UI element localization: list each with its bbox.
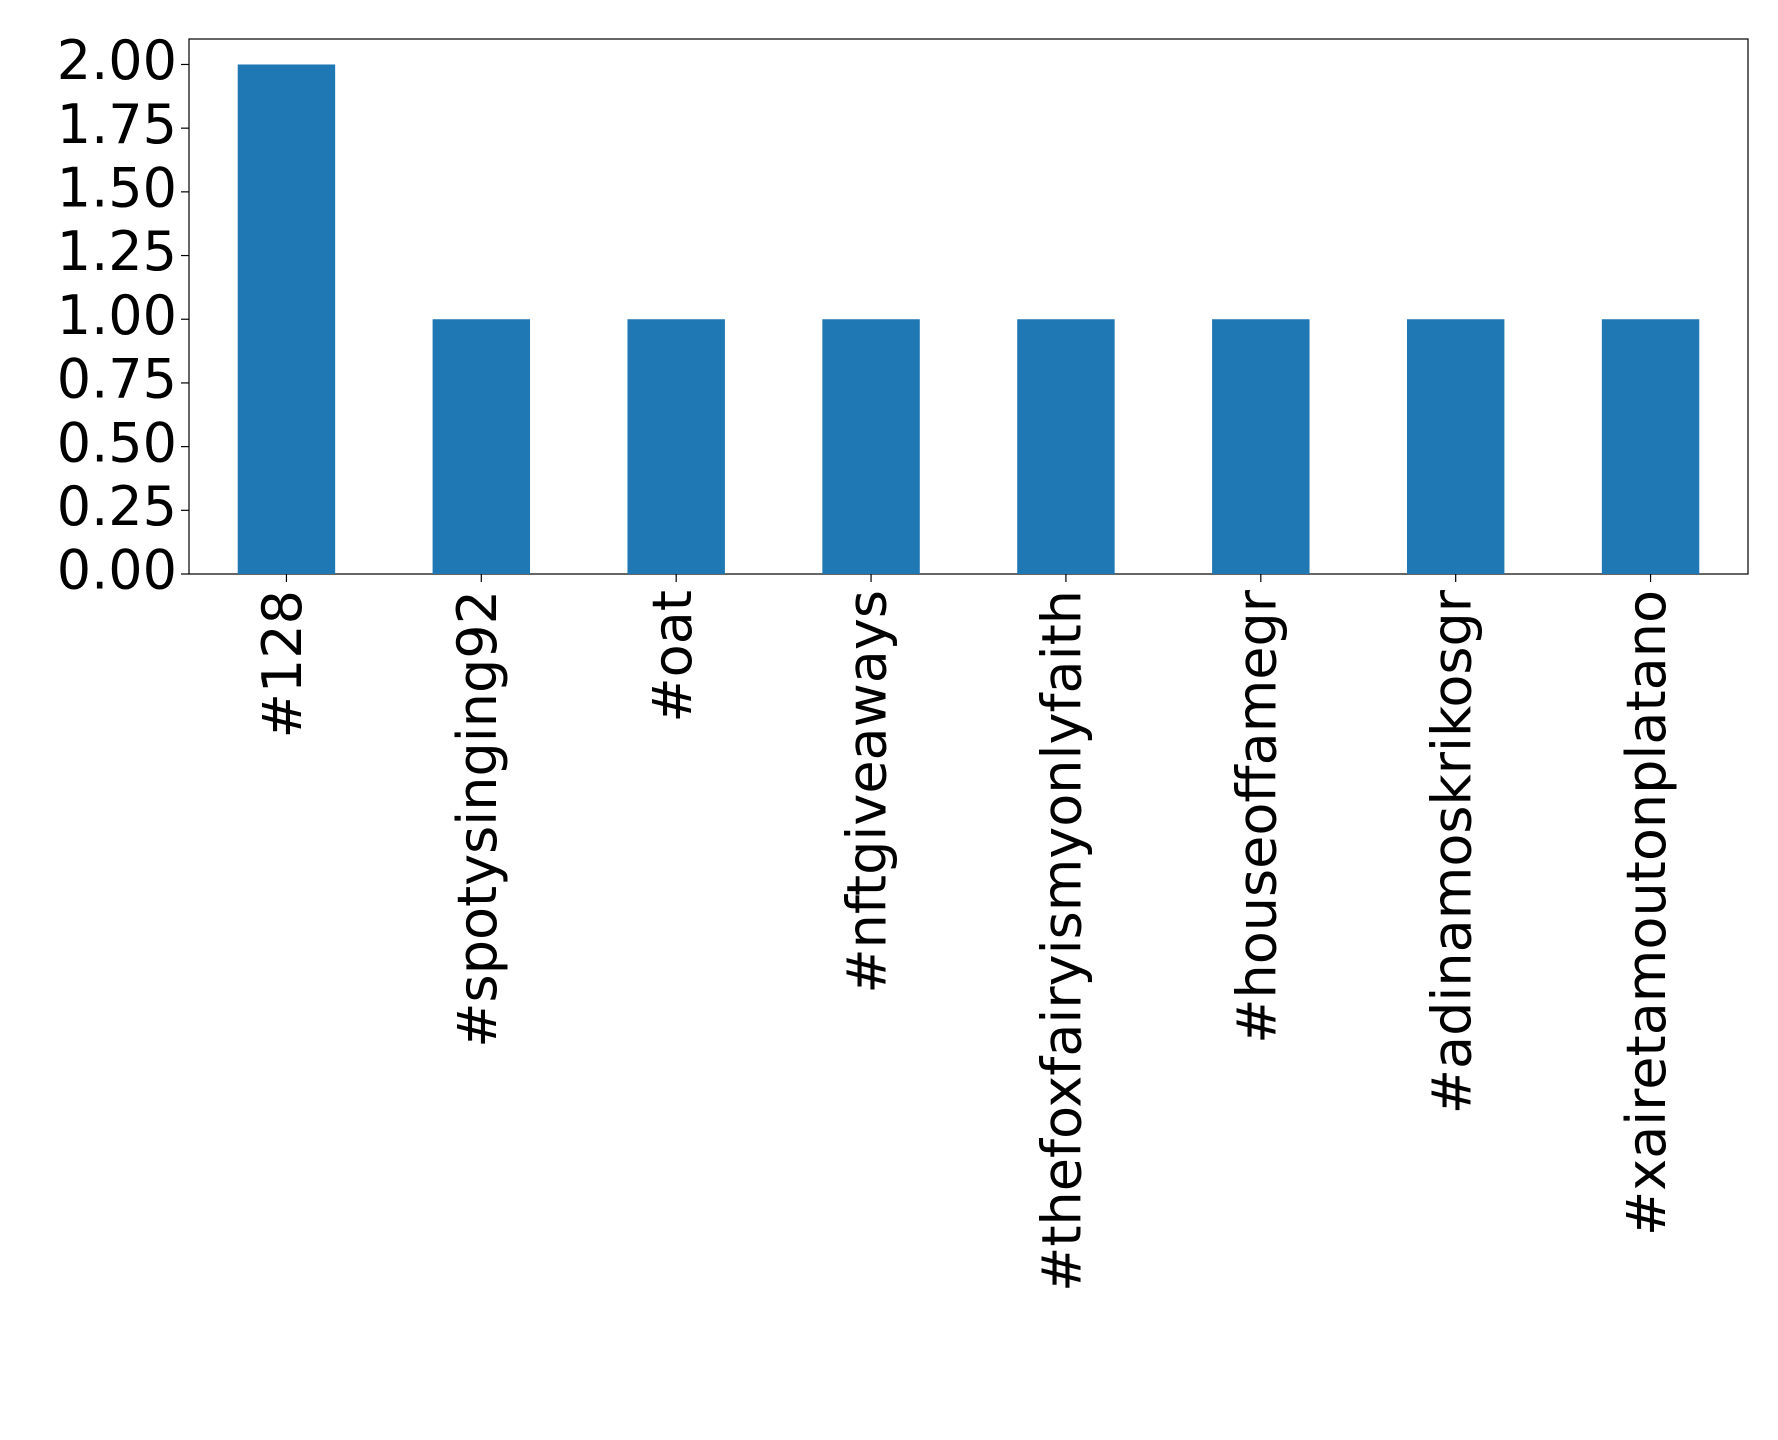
y-tick-label: 1.00: [57, 284, 177, 347]
y-tick-label: 0.00: [57, 539, 177, 602]
bar: [1406, 319, 1505, 574]
bar: [237, 64, 336, 574]
y-tick-label: 2.00: [57, 29, 177, 92]
x-tick-label: #nftgiveaways: [836, 590, 899, 994]
y-tick-label: 0.50: [57, 411, 177, 474]
y-tick-label: 0.25: [57, 475, 177, 538]
bar: [1017, 319, 1115, 574]
y-tick-label: 1.50: [57, 156, 177, 219]
x-tick-label: #oat: [641, 590, 704, 723]
x-tick-label: #xairetamoutonplatano: [1615, 590, 1678, 1236]
x-tick-label: #128: [251, 590, 314, 738]
bar: [432, 319, 531, 574]
x-tick-label: #adinamoskrikosgr: [1420, 589, 1483, 1114]
y-tick-label: 1.25: [57, 220, 177, 283]
x-tick-label: #thefoxfairyismyonlyfaith: [1031, 590, 1094, 1292]
y-tick-label: 0.75: [57, 348, 177, 411]
bar: [822, 319, 920, 574]
x-tick-label: #spotysinging92: [446, 590, 509, 1048]
y-tick-label: 1.75: [57, 93, 177, 156]
bar: [1212, 319, 1310, 574]
x-tick-label: #houseoffamegr: [1225, 589, 1288, 1044]
bar: [1601, 319, 1700, 574]
bar: [627, 319, 725, 574]
plot-frame: [188, 38, 1749, 575]
